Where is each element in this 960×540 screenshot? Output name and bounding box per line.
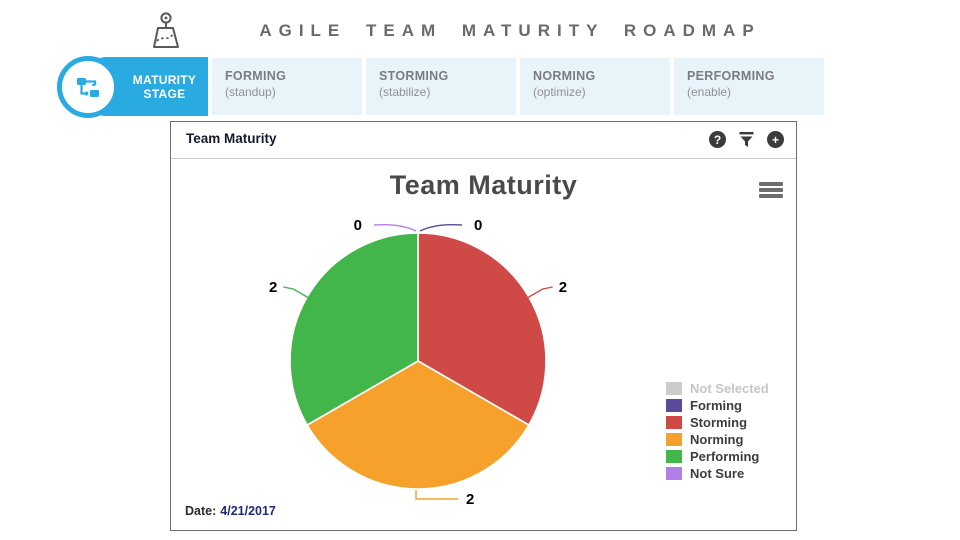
stage-subtitle: (standup) bbox=[225, 85, 276, 99]
legend-swatch bbox=[666, 450, 682, 463]
legend-item-forming[interactable]: Forming bbox=[666, 397, 769, 414]
stage-norming[interactable]: NORMING (optimize) bbox=[520, 58, 670, 115]
panel-title: Team Maturity bbox=[186, 131, 277, 146]
stage-subtitle: (optimize) bbox=[533, 85, 586, 99]
date-label: Date: bbox=[185, 504, 217, 518]
panel-header: Team Maturity ? + bbox=[171, 122, 796, 159]
add-icon[interactable]: + bbox=[767, 131, 784, 148]
legend-swatch bbox=[666, 433, 682, 446]
legend-label: Not Sure bbox=[690, 466, 745, 481]
pie-value-label-storming: 2 bbox=[559, 279, 567, 296]
pie-leader-line bbox=[419, 223, 463, 232]
pie-slice-norming[interactable] bbox=[306, 360, 530, 490]
legend-item-not-selected[interactable]: Not Selected bbox=[666, 380, 769, 397]
app-header: AGILE TEAM MATURITY ROADMAP bbox=[0, 12, 960, 54]
stage-name: FORMING bbox=[225, 69, 287, 83]
chart-legend: Not Selected Forming Storming Norming Perfor… bbox=[666, 380, 769, 482]
flowchart-icon bbox=[77, 78, 99, 97]
panel-toolbar: ? + bbox=[709, 131, 784, 148]
chart-date: Date: 4/21/2017 bbox=[185, 504, 276, 518]
help-icon[interactable]: ? bbox=[709, 131, 726, 148]
stage-forming[interactable]: FORMING (standup) bbox=[212, 58, 362, 115]
pie-leader-line bbox=[526, 286, 553, 299]
pie-leader-line bbox=[373, 223, 417, 232]
map-pin-icon bbox=[153, 12, 179, 48]
pie-value-label-forming: 0 bbox=[474, 217, 482, 234]
stage-name: STORMING bbox=[379, 69, 449, 83]
pie-value-label-not-sure: 0 bbox=[354, 217, 362, 234]
legend-swatch bbox=[666, 467, 682, 480]
chart-menu-icon[interactable] bbox=[759, 182, 783, 200]
workflow-badge bbox=[57, 56, 119, 118]
team-maturity-panel: Team Maturity ? + Team Maturity 0 2 2 2 0 No… bbox=[170, 121, 797, 531]
legend-label: Not Selected bbox=[690, 381, 769, 396]
legend-label: Forming bbox=[690, 398, 742, 413]
stage-subtitle: (enable) bbox=[687, 85, 732, 99]
legend-label: Storming bbox=[690, 415, 748, 430]
legend-item-storming[interactable]: Storming bbox=[666, 414, 769, 431]
legend-label: Performing bbox=[690, 449, 760, 464]
stage-subtitle: (stabilize) bbox=[379, 85, 431, 99]
legend-item-norming[interactable]: Norming bbox=[666, 431, 769, 448]
maturity-stage-pill[interactable]: MATURITY STAGE bbox=[95, 57, 208, 116]
pie-leader-line bbox=[415, 490, 458, 500]
maturity-stage-label-2: STAGE bbox=[143, 86, 186, 101]
legend-item-performing[interactable]: Performing bbox=[666, 448, 769, 465]
pie-value-label-performing: 2 bbox=[269, 279, 277, 296]
legend-swatch bbox=[666, 382, 682, 395]
date-value: 4/21/2017 bbox=[220, 504, 276, 518]
legend-swatch bbox=[666, 399, 682, 412]
app-title: AGILE TEAM MATURITY ROADMAP bbox=[259, 21, 761, 40]
legend-swatch bbox=[666, 416, 682, 429]
legend-item-not-sure[interactable]: Not Sure bbox=[666, 465, 769, 482]
stage-name: PERFORMING bbox=[687, 69, 775, 83]
pie-leader-line bbox=[283, 286, 310, 299]
stage-name: NORMING bbox=[533, 69, 596, 83]
legend-label: Norming bbox=[690, 432, 744, 447]
stage-storming[interactable]: STORMING (stabilize) bbox=[366, 58, 516, 115]
pie-chart: 0 2 2 2 0 bbox=[269, 217, 567, 508]
stage-performing[interactable]: PERFORMING (enable) bbox=[674, 58, 824, 115]
chart-title: Team Maturity bbox=[389, 170, 578, 200]
pie-value-label-norming: 2 bbox=[466, 491, 474, 508]
maturity-stage-label-1: MATURITY bbox=[132, 72, 197, 87]
filter-icon[interactable] bbox=[739, 131, 754, 148]
